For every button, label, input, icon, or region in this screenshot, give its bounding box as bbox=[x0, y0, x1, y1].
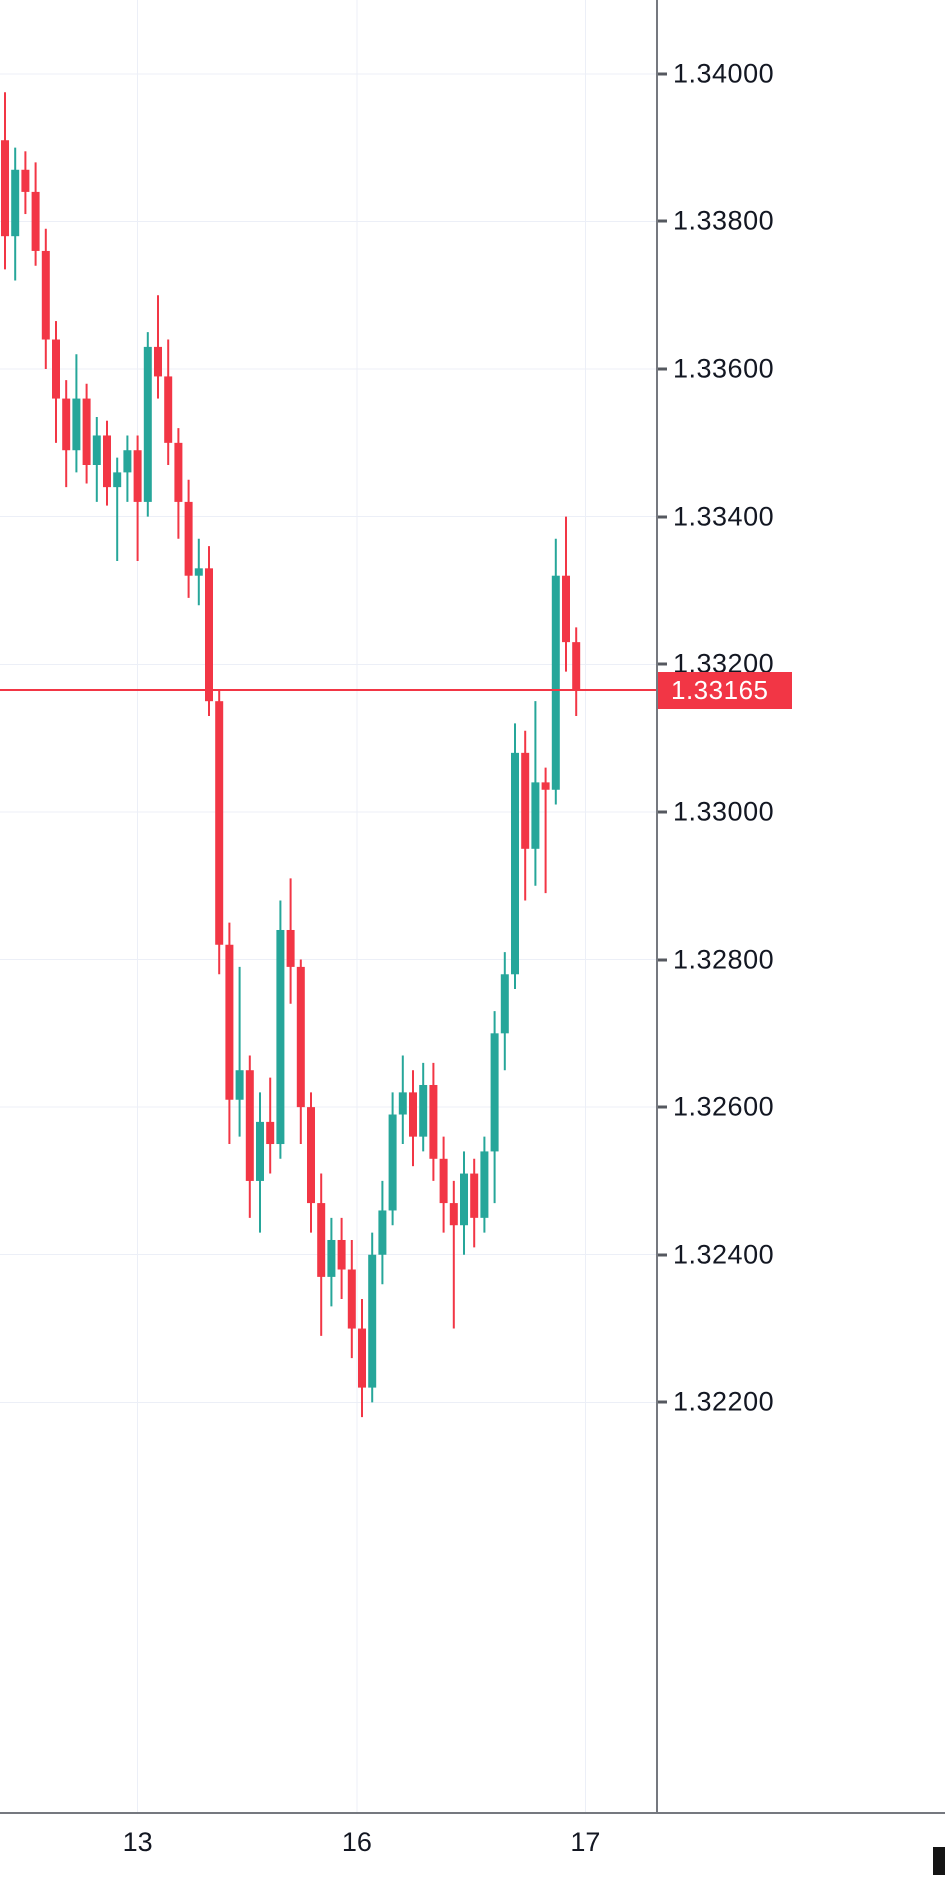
time-axis-label: 16 bbox=[341, 1827, 372, 1857]
candle bbox=[368, 1232, 377, 1403]
candle bbox=[266, 1077, 275, 1174]
price-axis-tick bbox=[658, 219, 667, 223]
candle bbox=[470, 1158, 479, 1248]
candle bbox=[92, 417, 101, 502]
candle bbox=[235, 966, 244, 1137]
candle bbox=[174, 428, 183, 539]
time-axis[interactable]: 13 16 17 bbox=[0, 1814, 945, 1879]
candle bbox=[194, 538, 203, 606]
candle bbox=[184, 479, 193, 598]
candle bbox=[113, 457, 122, 561]
candle bbox=[460, 1151, 468, 1255]
candle bbox=[551, 538, 560, 805]
price-axis-tick bbox=[658, 1105, 667, 1109]
price-axis-tick bbox=[658, 72, 667, 76]
chart-pane[interactable] bbox=[0, 0, 656, 1812]
candle bbox=[164, 339, 173, 465]
price-axis-label: 1.32600 bbox=[673, 1091, 775, 1122]
last-price-badge: 1.33165 bbox=[658, 672, 792, 710]
price-axis-label: 1.32400 bbox=[673, 1239, 775, 1270]
time-axis-border bbox=[0, 1812, 945, 1814]
candle bbox=[225, 922, 234, 1145]
candle bbox=[143, 332, 152, 517]
candle bbox=[307, 1092, 315, 1233]
candle bbox=[245, 1055, 254, 1218]
price-axis-border bbox=[656, 0, 658, 1814]
candle bbox=[500, 952, 509, 1071]
candle bbox=[62, 380, 71, 488]
candle bbox=[327, 1217, 336, 1307]
candle bbox=[286, 878, 295, 1004]
price-axis-label: 1.33400 bbox=[673, 501, 775, 532]
price-axis-tick bbox=[658, 515, 667, 519]
price-axis-label: 1.33600 bbox=[673, 353, 775, 384]
candle bbox=[398, 1055, 407, 1145]
last-price-value: 1.33165 bbox=[671, 675, 769, 706]
time-axis-label: 17 bbox=[570, 1827, 601, 1857]
candle bbox=[82, 383, 91, 484]
candle bbox=[439, 1136, 448, 1233]
candle bbox=[521, 730, 530, 901]
candle bbox=[52, 321, 60, 443]
time-axis-label: 13 bbox=[122, 1827, 153, 1857]
candle bbox=[123, 435, 132, 502]
price-axis-tick bbox=[658, 662, 667, 666]
candle bbox=[347, 1239, 356, 1359]
candle bbox=[296, 959, 305, 1145]
candle bbox=[205, 546, 213, 716]
candle bbox=[449, 1180, 458, 1329]
candle bbox=[490, 1011, 499, 1204]
candle bbox=[1, 92, 9, 270]
price-axis-label: 1.33000 bbox=[673, 796, 775, 827]
candle bbox=[11, 147, 20, 281]
candle bbox=[419, 1062, 428, 1152]
candle bbox=[103, 420, 111, 506]
bottom-right-marker bbox=[933, 1847, 945, 1875]
candle bbox=[41, 228, 50, 370]
price-axis-tick bbox=[658, 958, 667, 961]
candle bbox=[154, 295, 162, 399]
candle bbox=[133, 435, 142, 561]
price-axis-tick bbox=[658, 367, 667, 371]
candle bbox=[409, 1070, 417, 1167]
candle bbox=[276, 900, 285, 1159]
candle bbox=[215, 690, 224, 975]
price-axis-tick bbox=[658, 810, 667, 814]
price-axis-label: 1.33800 bbox=[673, 205, 775, 236]
candle bbox=[531, 701, 540, 886]
price-axis-tick bbox=[658, 1400, 667, 1404]
candle bbox=[337, 1217, 346, 1300]
candle bbox=[256, 1092, 264, 1233]
candle bbox=[358, 1299, 366, 1418]
price-axis-label: 1.32800 bbox=[673, 944, 775, 974]
price-axis-label: 1.34000 bbox=[673, 58, 775, 89]
candle bbox=[317, 1173, 326, 1336]
candle bbox=[378, 1180, 387, 1285]
candles-svg bbox=[0, 0, 656, 1812]
price-axis[interactable]: 1.33165 1.34000 1.33800 1.33600 1.33400 1.33… bbox=[658, 0, 945, 1812]
candle bbox=[572, 627, 581, 716]
candle bbox=[31, 162, 40, 266]
price-axis-label: 1.32200 bbox=[673, 1386, 775, 1417]
candle bbox=[562, 516, 570, 672]
candle bbox=[480, 1136, 489, 1233]
candle bbox=[541, 767, 550, 894]
candle bbox=[388, 1092, 397, 1226]
price-axis-tick bbox=[658, 1253, 667, 1257]
candle bbox=[72, 354, 81, 473]
candle bbox=[21, 151, 30, 215]
candle bbox=[429, 1062, 438, 1181]
candle bbox=[511, 723, 519, 990]
